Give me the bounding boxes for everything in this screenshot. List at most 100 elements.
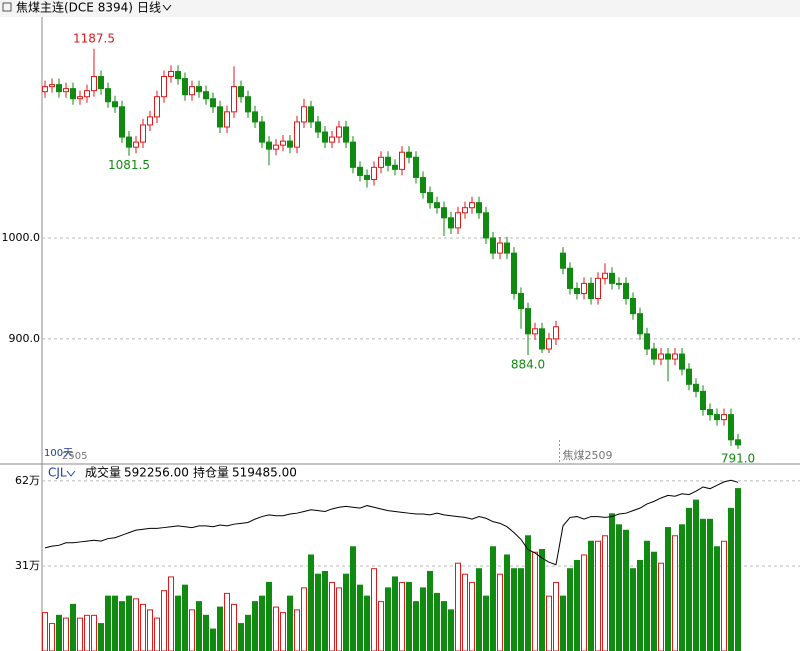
candle-body	[609, 272, 615, 284]
volume-bar	[420, 587, 426, 651]
period[interactable]: 日线	[137, 1, 161, 15]
candle-body	[133, 141, 139, 148]
volume-bar	[266, 581, 272, 651]
dropdown-icon[interactable]	[162, 4, 172, 11]
candle-body	[112, 101, 118, 108]
candle-body	[182, 78, 188, 96]
volume-bar	[700, 518, 706, 651]
volume-bar	[721, 540, 727, 651]
volume-bar	[693, 499, 699, 651]
candle-body	[364, 174, 370, 180]
candle-body	[350, 141, 356, 168]
volume-bar	[77, 617, 83, 651]
candle-body	[147, 116, 153, 126]
dropdown-icon[interactable]	[66, 470, 76, 477]
candle-body	[84, 90, 90, 98]
volume-bar	[630, 568, 636, 651]
candle-body	[168, 70, 174, 78]
legend-label: 持仓量	[193, 465, 229, 480]
candle-body	[476, 202, 482, 214]
volume-bar	[735, 488, 741, 651]
candle-body	[567, 267, 573, 289]
volume-bar	[525, 535, 531, 651]
y-tick-label: 62万	[15, 474, 40, 487]
volume-bar	[651, 551, 657, 651]
candle-body	[686, 368, 692, 385]
candle-body	[392, 164, 398, 170]
volume-bar	[126, 595, 132, 651]
extreme-label: 791.0	[721, 451, 755, 465]
volume-bar	[441, 601, 447, 651]
volume-bar	[231, 603, 237, 651]
volume-bar	[385, 587, 391, 651]
volume-bar	[658, 562, 664, 651]
candle-body	[448, 217, 454, 229]
candle-body	[224, 111, 230, 128]
volume-bar	[161, 590, 167, 651]
candle-body	[665, 353, 671, 360]
candle-body	[175, 70, 181, 80]
y-tick-label: 1000.0	[2, 231, 41, 244]
volume-bar	[91, 614, 97, 651]
volume-bar	[98, 623, 104, 651]
candle-body	[196, 86, 202, 93]
volume-bar	[245, 614, 251, 651]
volume-bar	[259, 595, 265, 651]
volume-bar	[462, 573, 468, 651]
candle-body	[462, 207, 468, 214]
volume-bar	[476, 568, 482, 651]
volume-bar	[343, 573, 349, 651]
candle-body	[441, 207, 447, 219]
volume-bar	[434, 592, 440, 651]
candle-body	[378, 156, 384, 168]
candle-body	[161, 76, 167, 98]
candle-body	[679, 353, 685, 370]
candle-body	[217, 106, 223, 128]
volume-bar	[322, 570, 328, 651]
candle-body	[42, 86, 48, 93]
candle-body	[427, 192, 433, 204]
volume-bar	[707, 518, 713, 651]
legend-value: 592256.00	[124, 466, 189, 480]
indicator-name[interactable]: CJL	[48, 466, 67, 480]
y-tick-label: 900.0	[9, 332, 41, 345]
volume-bar	[399, 581, 405, 651]
candle-body	[735, 439, 741, 446]
candle-body	[315, 121, 321, 133]
volume-bar	[553, 581, 559, 651]
volume-bar	[665, 527, 671, 651]
candle-body	[336, 126, 342, 138]
volume-bar	[406, 581, 412, 651]
volume-bar	[70, 603, 76, 651]
candle-body	[329, 136, 335, 143]
candle-body	[259, 121, 265, 143]
candle-body	[651, 348, 657, 360]
volume-bar	[140, 603, 146, 651]
candle-body	[616, 282, 622, 285]
candle-body	[56, 84, 62, 93]
candle-body	[539, 328, 545, 350]
symbol-title: 焦煤主连(DCE 8394)	[16, 0, 133, 15]
volume-bar	[448, 609, 454, 651]
volume-bar	[588, 540, 594, 651]
volume-bar	[497, 573, 503, 651]
candle-body	[231, 86, 237, 113]
extreme-label: 1187.5	[73, 31, 115, 45]
volume-bar	[378, 601, 384, 651]
candle-body	[490, 237, 496, 254]
volume-bar	[672, 535, 678, 651]
candle-body	[511, 252, 517, 294]
legend-value: 519485.00	[232, 466, 297, 480]
candle-body	[322, 131, 328, 143]
volume-bar	[238, 623, 244, 651]
volume-bar	[728, 507, 734, 651]
volume-bar	[84, 614, 90, 651]
candle-body	[630, 298, 636, 315]
volume-bar	[609, 513, 615, 651]
candle-body	[588, 282, 594, 300]
volume-bar	[413, 601, 419, 651]
candle-body	[644, 333, 650, 350]
candle-body	[518, 292, 524, 310]
candle-body	[308, 106, 314, 123]
candle-body	[63, 88, 69, 93]
